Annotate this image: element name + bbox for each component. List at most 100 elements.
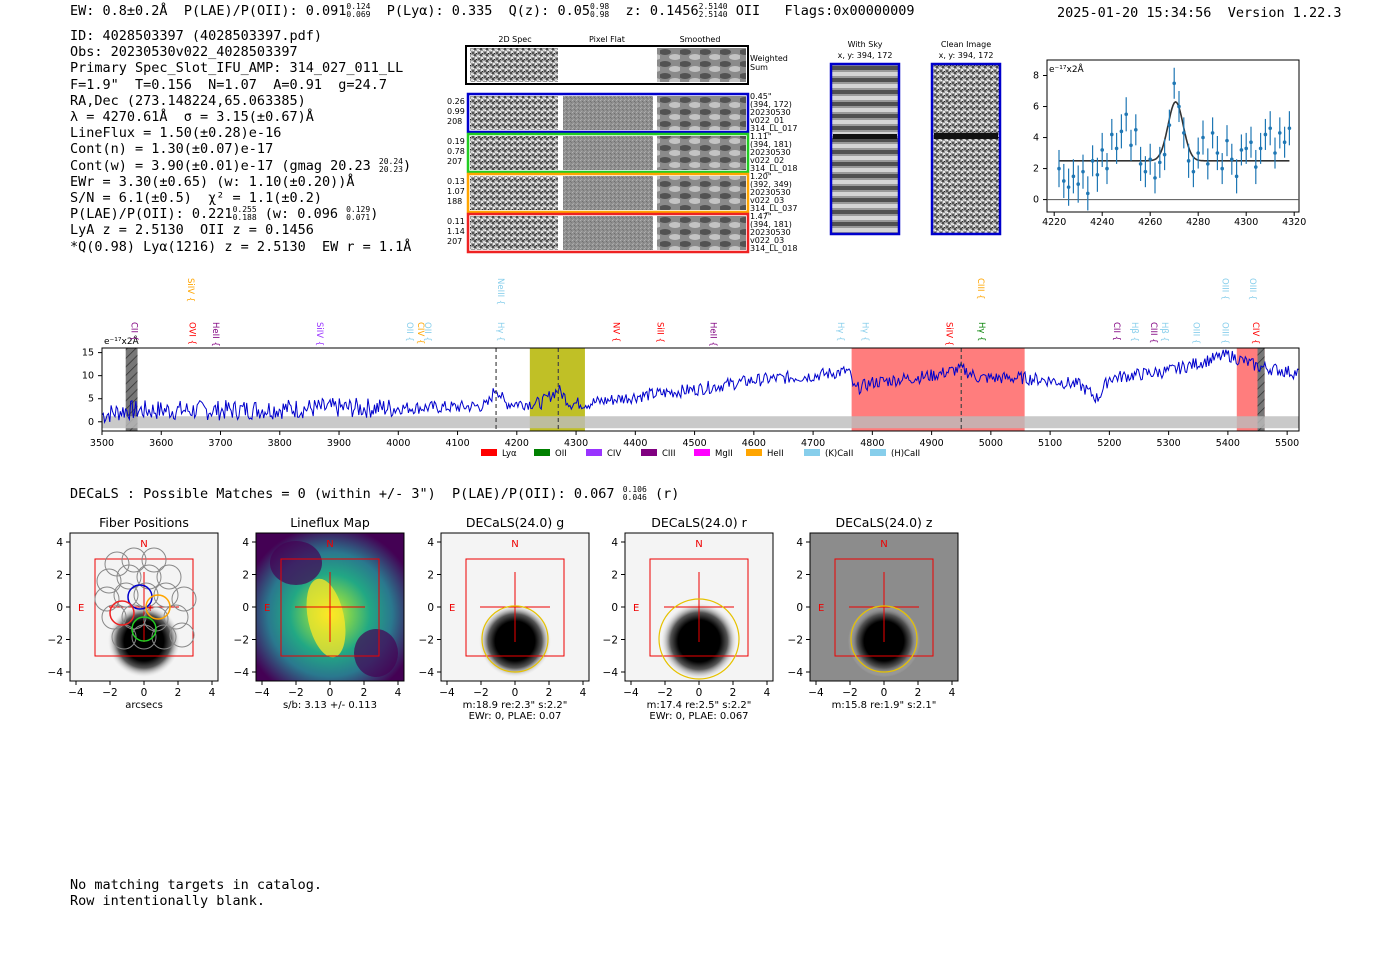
cutout-pixelflat: [563, 216, 653, 250]
decals-panel-title: Lineflux Map: [290, 515, 370, 530]
spectrum-xtick-label: 5500: [1275, 438, 1299, 449]
info-primary: Primary Spec_Slot_IFU_AMP: 314_027_011_L…: [70, 60, 404, 77]
legend-label: HeII: [767, 449, 784, 459]
zoom-data-point: [1225, 138, 1229, 143]
legend-swatch: [746, 449, 762, 456]
decals-ytick-label: −4: [48, 667, 64, 679]
spectrum-line-label: CII {: [1111, 322, 1121, 341]
info-fwhm: F=1.9" T=0.156 N=1.07 A=0.91 g=24.7: [70, 76, 387, 93]
zoom-plot-frame: [1046, 59, 1300, 213]
footer-note: No matching targets in catalog. Row inte…: [70, 877, 322, 909]
decals-xtick-label: 2: [546, 687, 553, 699]
zoom-data-point: [1282, 140, 1287, 145]
zoom-data-point: [1287, 126, 1292, 131]
cutout-right-info: (392, 349): [750, 180, 792, 189]
plae-header: P(LAE)/P(OII): 0.091: [183, 3, 347, 19]
zoom-data-point: [1258, 146, 1263, 151]
north-label: N: [880, 539, 887, 550]
aperture-circle: [481, 605, 549, 673]
info-obs: Obs: 20230530v022_4028503397: [70, 44, 298, 61]
zoom-data-point: [1254, 165, 1258, 169]
spectrum-line-label: Hβ {: [1129, 322, 1139, 342]
aperture-circle: [850, 605, 918, 673]
cutout-right-info: 20230530: [750, 188, 791, 197]
spectrum-line-label: OVI {: [187, 322, 197, 345]
decals-xtick-label: 4: [764, 687, 771, 699]
zoom-data-point: [1249, 140, 1253, 145]
decals-ytick-label: −2: [603, 635, 618, 647]
decals-xtick-label: −4: [808, 687, 824, 699]
spectrum-line: [101, 349, 1299, 424]
east-label: E: [264, 603, 270, 614]
zoom-ytick-label: 0: [1033, 195, 1039, 206]
decals-ytick-label: −2: [788, 635, 803, 647]
zoom-data-point: [1086, 191, 1090, 196]
fiber-circle-selected: [145, 594, 171, 620]
spectrum-xtick-label: 4600: [742, 438, 766, 449]
decals-xtick-label: 2: [730, 687, 737, 699]
decals-caption: m:17.4 re:2.5" s:2.2": [647, 700, 752, 711]
decals-ytick-label: 4: [427, 537, 434, 549]
zoom-data-point: [1081, 169, 1085, 174]
zoom-data-point: [1263, 132, 1268, 137]
decals-ytick-label: 2: [427, 570, 434, 582]
cutout-right-info: 20230530: [750, 228, 791, 237]
decals-ytick-label: 2: [242, 570, 249, 582]
spectrum-line-label: CIV {: [415, 322, 425, 344]
cutout-right-info: 1.20": [750, 172, 772, 181]
zoom-xtick-label: 4260: [1138, 217, 1162, 228]
lineflux-peak: [306, 578, 346, 658]
spectrum-line-label: SiIV {: [943, 322, 953, 346]
weighted-sum-smoothed: [657, 48, 746, 82]
decals-ytick-label: 0: [611, 602, 618, 614]
spectrum-xtick-label: 5200: [1097, 438, 1121, 449]
cutout-left-stat: 0.19: [447, 137, 465, 146]
zoom-ytick-label: 4: [1033, 133, 1039, 144]
cutout-row-frame: [466, 92, 750, 134]
spectrum-line-label: SiII {: [654, 322, 664, 343]
decals-xtick-label: 2: [175, 687, 182, 699]
spectrum-line-label: CIII {: [975, 278, 985, 300]
zoom-data-point: [1278, 131, 1282, 135]
zoom-xtick-label: 4240: [1090, 217, 1114, 228]
fiber-circle: [116, 564, 142, 590]
aperture-box: [649, 558, 749, 657]
decals-xtick-label: −4: [254, 687, 270, 699]
spectrum-xtick-label: 4500: [682, 438, 706, 449]
decals-xtick-label: −2: [842, 687, 857, 699]
decals-caption-2: EWr: 0, PLAE: 0.07: [469, 711, 562, 722]
clean-image: [930, 62, 1002, 236]
spectrum-xtick-label: 4400: [623, 438, 647, 449]
zoom-data-point: [1162, 152, 1167, 157]
cutout-smoothed: [657, 176, 746, 210]
fiber-circle: [171, 586, 197, 612]
info-id: ID: 4028503397 (4028503397.pdf): [70, 28, 322, 44]
zoom-data-point: [1090, 159, 1095, 163]
cutout-2dspec: [470, 176, 558, 210]
cutout-row-frame: [466, 172, 750, 214]
cutout-left-stat: 0.78: [447, 147, 465, 156]
plya-value: P(Lyα): 0.335: [386, 3, 493, 19]
spectrum-xtick-label: 4800: [860, 438, 884, 449]
fiber-center-marker: +: [146, 603, 154, 614]
spectrum-shaded-region: [125, 348, 138, 431]
zoom-data-point: [1153, 176, 1157, 180]
legend-label: (K)CaII: [825, 449, 853, 459]
zoom-ylabel: e⁻¹⁷x2Å: [1049, 63, 1085, 75]
decals-ytick-label: −4: [234, 667, 250, 679]
decals-ytick-label: −2: [48, 635, 63, 647]
north-label: N: [511, 539, 518, 550]
legend-label: Lyα: [502, 449, 517, 459]
cutout-pixelflat: [563, 96, 653, 130]
zoom-fit-plot: e⁻¹⁷x2Å 4220 4240 4260 4280 4300 4320 0 2 4 6 8: [1033, 59, 1306, 228]
cutout-2dspec: [470, 136, 558, 170]
zoom-data-point: [1191, 169, 1196, 174]
zoom-data-point: [1158, 160, 1162, 165]
decals-ytick-label: −4: [603, 667, 619, 679]
info-lineflux: LineFlux = 1.50(±0.28)e-16: [70, 125, 282, 142]
decals-ytick-label: −4: [419, 667, 435, 679]
clean-image-title: Clean Image: [941, 40, 991, 49]
spectrum-line-label: CIV {: [1250, 322, 1260, 344]
